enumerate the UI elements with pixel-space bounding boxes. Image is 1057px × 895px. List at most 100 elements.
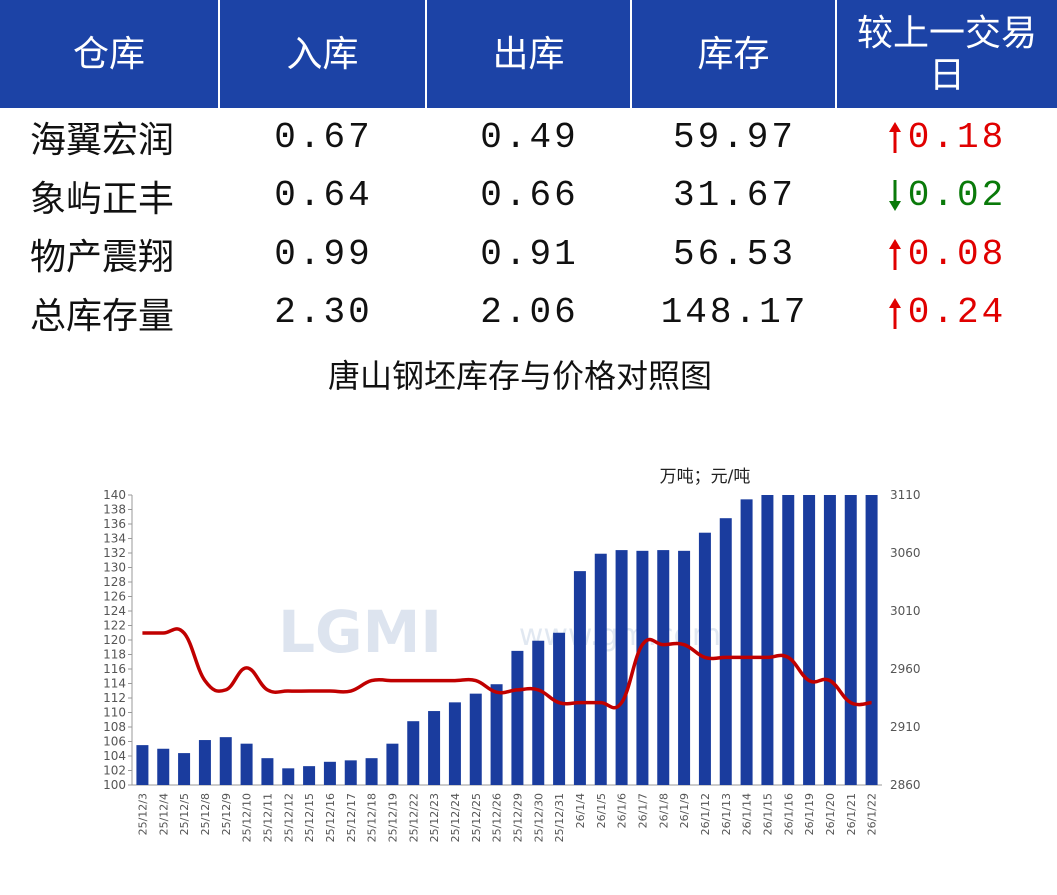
x-tick-label: 25/12/8 [199,793,212,835]
y2-tick-label: 3060 [890,546,921,560]
bar [490,684,503,785]
x-tick-label: 25/12/18 [366,793,379,842]
y-tick-label: 110 [103,706,126,720]
bar [761,495,774,785]
bar [198,740,211,785]
x-tick-label: 26/1/8 [657,793,670,828]
x-tick-label: 26/1/6 [616,793,629,828]
bar [178,753,191,785]
bar [469,693,482,785]
y-tick-label: 134 [103,532,126,546]
x-tick-label: 26/1/15 [761,793,774,835]
unit-label: 万吨；元/吨 [660,467,751,487]
bar [344,760,357,785]
table-row: 海翼宏润 0.67 0.49 59.97 0.18 [0,108,1057,167]
change-cell: 0.24 [837,292,1057,333]
y-tick-label: 106 [103,735,126,749]
x-tick-label: 25/12/23 [428,793,441,842]
header-cell: 库存 [632,0,837,108]
bar [240,743,253,785]
chart-title: 唐山钢坯库存与价格对照图 [328,358,712,394]
x-tick-label: 25/12/12 [282,793,295,842]
bar [532,640,545,785]
warehouse-name: 总库存量 [30,295,175,336]
table-body: 海翼宏润 0.67 0.49 59.97 0.18 象屿正丰 0.64 0.66 31.67 0.… [0,108,1057,342]
x-tick-label: 26/1/12 [699,793,712,835]
bar [261,758,274,785]
x-tick-label: 26/1/4 [574,793,587,828]
bar [573,571,586,785]
x-tick-label: 25/12/4 [157,793,170,835]
change-cell: 0.08 [837,234,1057,275]
y-tick-label: 100 [103,778,126,792]
x-tick-label: 25/12/17 [345,793,358,842]
x-tick-label: 25/12/30 [532,793,545,842]
change-value: 0.24 [907,292,1007,334]
x-tick-label: 25/12/19 [386,793,399,842]
x-tick-label: 26/1/14 [741,793,754,835]
x-tick-label: 25/12/15 [303,793,316,842]
bar [844,495,857,785]
x-tick-label: 25/12/10 [241,793,254,842]
x-tick-label: 26/1/9 [678,793,691,828]
table-value: 0.66 [480,175,579,217]
arrow-shape [888,297,901,329]
y2-tick-label: 2910 [890,720,921,734]
y-tick-label: 116 [103,662,126,676]
bar [719,518,732,785]
bar [823,495,836,785]
change-value: 0.08 [907,233,1007,275]
x-tick-label: 26/1/16 [782,793,795,835]
header-cell: 仓库 [0,0,220,108]
y-tick-label: 108 [103,720,126,734]
bar [219,737,232,785]
x-tick-label: 25/12/25 [470,793,483,842]
table-value: 0.64 [274,175,373,217]
x-tick-label: 25/12/26 [491,793,504,842]
table-value: 0.91 [480,233,579,275]
table-value: 0.67 [274,116,373,158]
y-tick-label: 104 [103,749,126,763]
bar [428,711,441,785]
x-tick-label: 25/12/9 [220,793,233,835]
x-tick-label: 25/12/5 [178,793,191,835]
y-tick-label: 140 [103,488,126,502]
x-tick-label: 26/1/22 [866,793,879,835]
bar [782,495,795,785]
y2-tick-label: 3010 [890,604,921,618]
bar [865,495,878,785]
table-value: 2.30 [274,292,373,334]
bar [511,650,524,785]
bar [740,499,753,785]
bar [448,702,461,785]
arrow-shape [888,122,901,154]
x-tick-label: 25/12/22 [407,793,420,842]
table-header: 仓库 入库 出库 库存 较上一交易日 [0,0,1057,108]
bar [636,550,649,785]
price-line [142,627,872,710]
table-value: 31.67 [672,175,797,217]
y-tick-label: 114 [103,677,126,691]
y-tick-label: 128 [103,575,126,589]
plot-area [136,495,878,785]
table-row: 物产震翔 0.99 0.91 56.53 0.08 [0,225,1057,284]
bar [136,745,149,785]
table-value: 59.97 [672,116,797,158]
bar [407,721,420,785]
x-tick-label: 25/12/29 [511,793,524,842]
warehouse-name: 海翼宏润 [30,120,175,161]
watermark: LGMI [278,598,442,666]
inventory-table: 仓库 入库 出库 库存 较上一交易日 海翼宏润 0.67 0.49 59.97 0.18 象屿正丰… [0,0,1057,342]
bar [678,550,691,785]
y-tick-label: 136 [103,517,126,531]
bar [615,550,628,785]
bar [803,495,816,785]
change-value: 0.02 [907,175,1007,217]
bar [386,743,399,785]
x-tick-label: 26/1/19 [803,793,816,835]
arrow-up [888,297,901,329]
y-tick-label: 120 [103,633,126,647]
bar [365,758,378,785]
y-tick-label: 124 [103,604,126,618]
